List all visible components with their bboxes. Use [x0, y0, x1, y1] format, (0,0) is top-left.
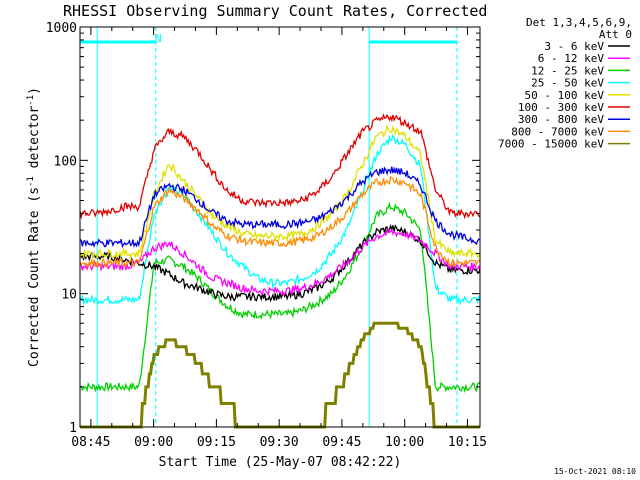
attenuator-flag: N [155, 32, 162, 45]
x-tick-label: 09:15 [197, 435, 236, 450]
timestamp: 15-Oct-2021 08:10 [554, 467, 636, 476]
x-axis-label: Start Time (25-May-07 08:42:22) [159, 455, 402, 470]
series-line-6 [79, 166, 481, 249]
x-tick-label: 08:45 [71, 435, 110, 450]
legend-header-line-2: Att 0 [599, 28, 632, 41]
y-tick-label: 100 [54, 154, 77, 169]
x-tick-label: 10:15 [448, 435, 487, 450]
legend-label: 12 - 25 keV [531, 64, 604, 77]
series-line-5 [79, 113, 481, 220]
series-line-4 [79, 124, 481, 260]
plot-area [79, 27, 481, 429]
series-line-2 [79, 201, 481, 394]
legend-label: 25 - 50 keV [531, 77, 604, 90]
legend-header: Det 1,3,4,5,6,9, Att 0 [526, 16, 632, 41]
x-tick-label: 09:45 [322, 435, 361, 450]
legend-label: 100 - 300 keV [518, 101, 604, 114]
series-line-7 [79, 175, 481, 269]
legend-label: 7000 - 15000 keV [498, 138, 604, 151]
plot-frame [79, 26, 481, 428]
legend-label: 800 - 7000 keV [511, 125, 604, 138]
series-line-3 [79, 133, 481, 306]
legend-label: 300 - 800 keV [518, 113, 604, 126]
y-tick-label: 1 [69, 421, 77, 436]
legend-header-line-1: Det 1,3,4,5,6,9, [526, 16, 632, 29]
legend-label: 6 - 12 keV [538, 52, 605, 65]
x-axis-ticks: 08:45 09:00 09:15 09:30 09:45 10:00 10:15 [71, 27, 487, 450]
y-axis-ticks: 1 10 100 1000 [46, 21, 480, 436]
series-line-1 [79, 228, 481, 297]
x-tick-label: 09:30 [260, 435, 299, 450]
x-tick-label: 10:00 [385, 435, 424, 450]
y-tick-label: 1000 [46, 21, 77, 36]
y-axis-label: Corrected Count Rate (s-1 detector-1) [26, 87, 42, 367]
legend-label: 50 - 100 keV [525, 89, 605, 102]
legend-label: 3 - 6 keV [544, 40, 604, 53]
x-tick-label: 09:00 [134, 435, 173, 450]
series-line-8 [80, 321, 480, 429]
y-tick-label: 10 [61, 288, 77, 303]
chart-title: RHESSI Observing Summary Count Rates, Co… [63, 2, 487, 20]
